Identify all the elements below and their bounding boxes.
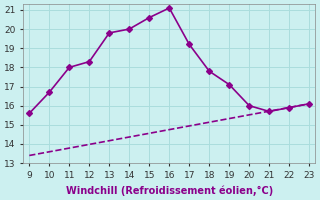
X-axis label: Windchill (Refroidissement éolien,°C): Windchill (Refroidissement éolien,°C) xyxy=(66,185,273,196)
